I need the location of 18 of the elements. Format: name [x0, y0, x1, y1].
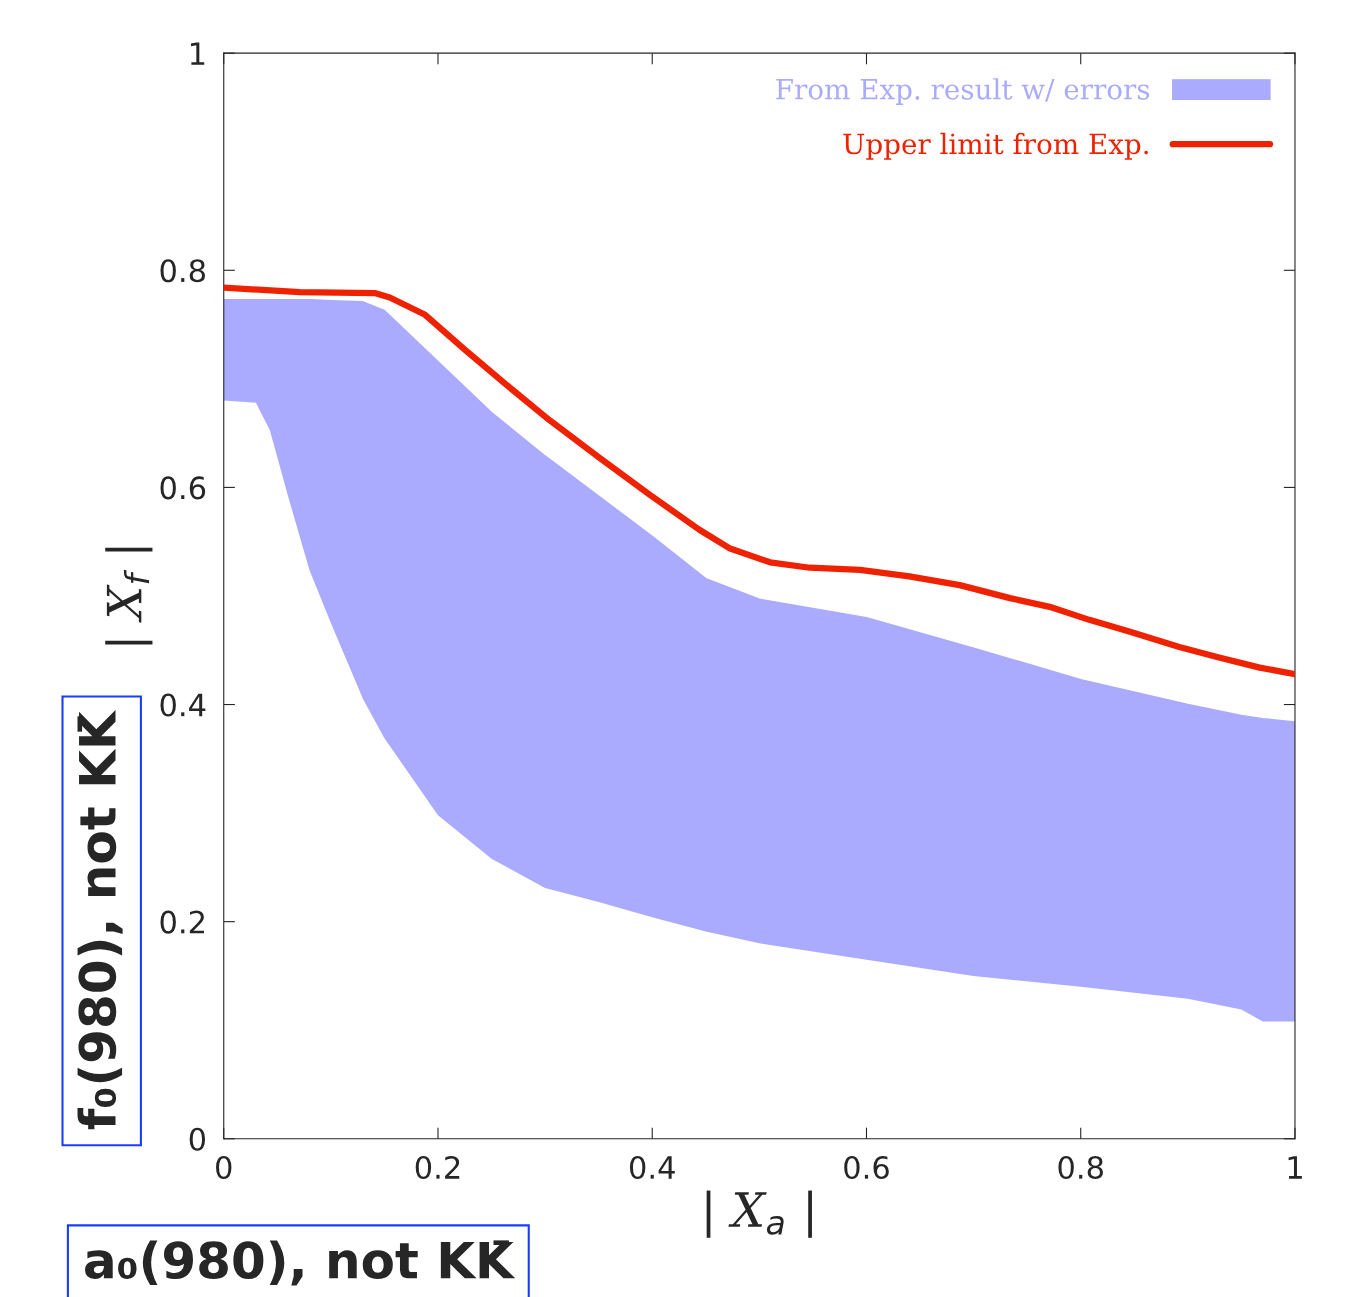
- x-tick-label: 0.2: [415, 1155, 460, 1180]
- y-tick-label: 0.2: [160, 910, 205, 934]
- x-tick-label: 0: [216, 1155, 232, 1180]
- y-tick-label: 0.8: [160, 259, 205, 283]
- y-tick-label: 1: [190, 42, 205, 65]
- y-axis-title: | X$_{f}$ |: [105, 547, 153, 645]
- x-tick-label: 0.8: [1058, 1155, 1103, 1180]
- y-tick-label: 0: [189, 1127, 206, 1151]
- legend-label: From Exp. result w/ errors: [776, 78, 1150, 106]
- y-tick-label: 0.4: [160, 693, 206, 717]
- legend-label: Upper limit from Exp.: [843, 132, 1148, 160]
- x-tick-label: 1: [1288, 1156, 1302, 1179]
- text: f₀(980), not KK̄: [77, 709, 123, 1130]
- text: a₀(980), not KK̄: [85, 1240, 516, 1286]
- x-axis-title: | X$_{a}$ |: [706, 1190, 812, 1238]
- x-tick-label: 0.4: [629, 1155, 675, 1180]
- y-tick-label: 0.6: [160, 476, 206, 500]
- x-tick-label: 0.6: [844, 1155, 889, 1180]
